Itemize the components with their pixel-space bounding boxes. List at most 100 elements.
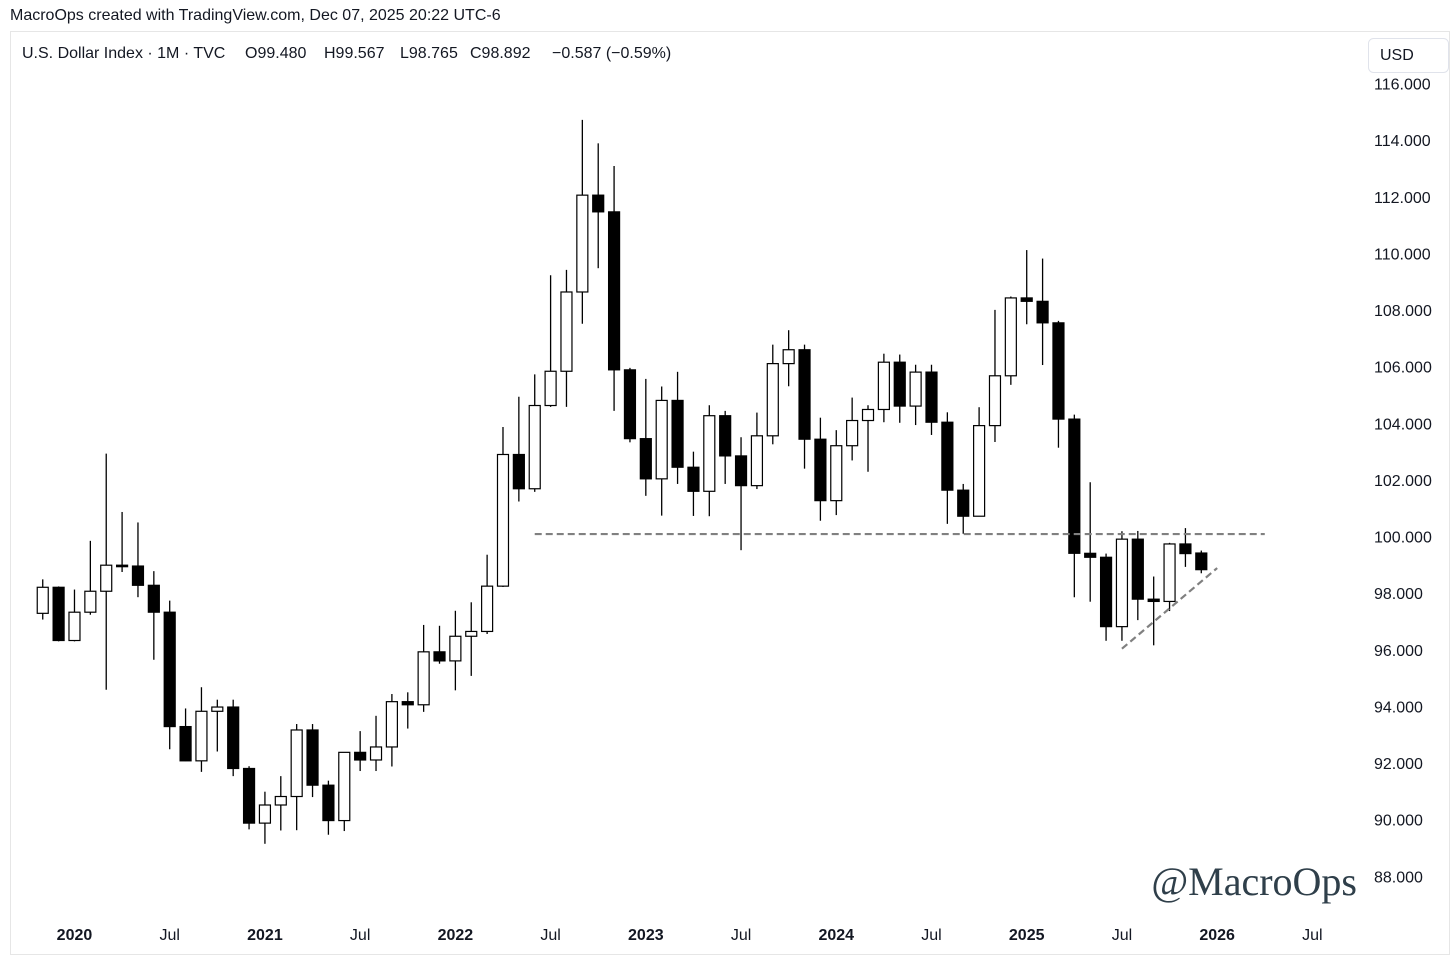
y-tick-label: 90.000 [1374,813,1423,830]
candle-body [528,404,541,490]
y-tick-label: 114.000 [1374,133,1431,150]
candle-body [115,564,129,568]
candle-body [1147,598,1160,603]
candle-body [734,455,748,487]
legend-open: O99.480 [245,45,306,62]
candle-body [639,438,652,480]
candle-body [782,349,795,365]
header-text: MacroOps created with TradingView.com, D… [10,7,501,24]
candle-body [877,361,890,411]
candle-body [84,590,97,613]
dashed-line [1121,567,1218,650]
candle-body [465,630,478,637]
candle-body [1195,552,1208,571]
candle-body [1131,538,1144,600]
candle-body [385,701,398,748]
candle-body [195,710,208,762]
candle-body [1115,538,1129,628]
x-tick-label: Jul [350,927,370,944]
y-tick-label: 104.000 [1374,416,1432,433]
candle-body [131,565,145,586]
candle-body [814,438,827,502]
candle-body [798,349,811,440]
candle-body [354,751,367,761]
candle-body [338,751,351,822]
candle-body [830,445,843,502]
watermark: @MacroOps [1151,859,1357,904]
y-tick-label: 102.000 [1374,473,1432,490]
currency-label[interactable]: USD [1380,47,1414,64]
legend-high: H99.567 [324,45,385,62]
candle-body [163,611,176,728]
candle-body [52,586,65,642]
legend-low: L98.765 [400,45,458,62]
y-tick-label: 88.000 [1374,869,1423,886]
y-tick-label: 110.000 [1374,246,1431,263]
y-tick-label: 100.000 [1374,530,1432,547]
candle-body [242,767,256,824]
chart-title: U.S. Dollar Index · 1M · TVC [22,45,225,62]
candle-body [1036,300,1049,324]
y-tick-label: 96.000 [1374,643,1423,660]
x-tick-label: Jul [1112,927,1132,944]
candle-body [655,399,668,480]
candle-body [1020,297,1033,302]
candle-body [306,729,319,786]
x-tick-label: 2026 [1199,927,1235,944]
candle-body [957,489,970,517]
chart-frame [10,31,1450,955]
x-tick-label: Jul [921,927,941,944]
legend-close: C98.892 [470,45,531,62]
candle-body [369,746,383,761]
candle-body [1068,418,1081,554]
candle-body [68,611,81,642]
candle-body [433,651,446,662]
candle-body [401,701,414,706]
candle-body [100,564,113,592]
x-tick-label: 2020 [57,927,93,944]
currency-box[interactable] [1368,38,1449,73]
candle-body [687,466,700,492]
candle-body [988,375,1002,427]
y-tick-label: 112.000 [1374,190,1431,207]
x-tick-label: Jul [159,927,179,944]
y-tick-label: 92.000 [1374,756,1423,773]
candle-body [512,453,525,490]
candle-body [449,635,462,662]
y-tick-label: 106.000 [1374,360,1432,377]
x-tick-label: 2025 [1009,927,1045,944]
x-tick-label: 2022 [438,927,474,944]
x-tick-label: Jul [1302,927,1322,944]
x-tick-label: 2023 [628,927,664,944]
candle-body [941,421,954,491]
y-tick-label: 94.000 [1374,699,1423,716]
candle-body [211,706,224,712]
candle-body [925,371,938,423]
candle-body [846,419,859,447]
candle-body [1004,297,1017,377]
candle-body [417,651,430,706]
x-tick-label: 2024 [818,927,854,944]
candle-body [227,706,240,770]
candle-body [766,363,779,437]
candle-body [147,584,160,613]
candle-body [909,371,922,407]
candle-body [893,361,906,407]
candle-body [973,425,986,517]
candle-body [179,725,192,762]
candle-body [258,804,272,824]
candle-body [560,291,573,372]
candle-body [576,194,589,293]
candle-body [1179,543,1192,555]
candle-body [703,415,716,492]
candle-body [290,729,303,798]
candle-body [671,399,684,468]
candle-body [1052,322,1065,420]
candle-body [1099,556,1113,628]
x-tick-label: Jul [731,927,751,944]
candle-body [544,370,557,407]
x-tick-label: 2021 [247,927,283,944]
y-tick-label: 108.000 [1374,303,1432,320]
candle-body [750,435,764,487]
candle-body [719,415,732,457]
